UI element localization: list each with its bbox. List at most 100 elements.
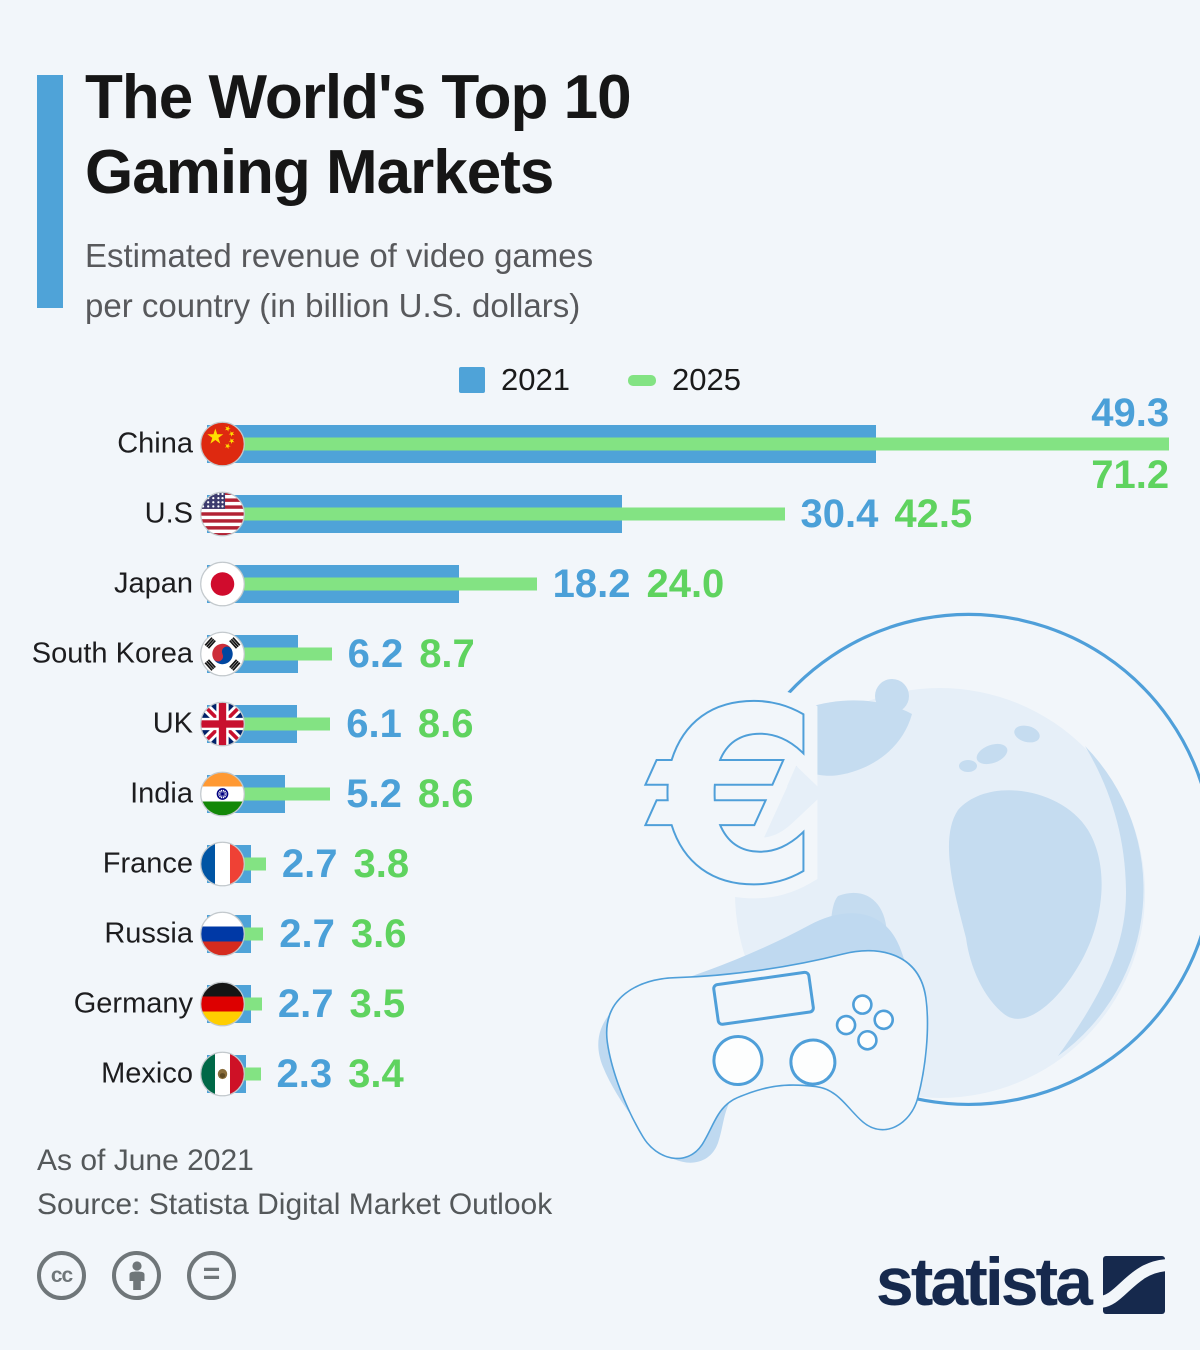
chart-row: Germany 2.7 3.5 [0,969,1200,1039]
chart-row: South Korea 6.2 8.7 [0,619,1200,689]
value-2021: 49.3 [1091,391,1170,435]
value-labels: 2.7 3.5 [278,984,405,1024]
legend-item-2021: 2021 [459,362,570,398]
bar-zone: 18.2 24.0 [200,549,1200,619]
value-2021: 5.2 [346,772,402,816]
value-labels: 30.4 42.5 [801,494,973,534]
legend-label-2025: 2025 [672,362,741,397]
bar-zone: 2.7 3.5 [200,969,1200,1039]
flag-south-korea-icon [200,631,245,677]
statista-logo-icon [1103,1256,1165,1314]
flag-france-icon [200,841,245,887]
country-label: South Korea [31,637,193,670]
country-label: U.S [144,497,193,530]
cc-glyph: cc [50,1263,73,1287]
chart-row: Mexico 2.3 3.4 [0,1039,1200,1109]
person-icon [129,1260,144,1290]
cc-icon: cc [37,1251,86,1300]
globe-gaming-illustration: € € [540,598,1200,1238]
bar-zone: 2.3 3.4 [200,1039,1200,1109]
flag-russia-icon [200,911,245,957]
value-2025: 8.7 [419,632,475,676]
value-2025: 8.6 [417,772,474,816]
chart-footnotes: As of June 2021 Source: Statista Digital… [37,1139,552,1227]
statista-wordmark: statista [875,1244,1093,1320]
value-2021: 6.1 [346,702,402,746]
country-label: China [117,427,193,460]
svg-text:€: € [647,657,819,937]
value-2025: 3.5 [349,982,406,1026]
chart-row: China 49.3 71.2 [0,393,1200,495]
chart-legend: 2021 2025 [0,362,1200,398]
subtitle-line-2: per country (in billion U.S. dollars) [85,287,581,324]
country-label: India [130,777,193,810]
legend-label-2021: 2021 [501,362,570,397]
value-labels: 5.2 8.6 [346,774,473,814]
bar-2025 [207,437,1170,451]
value-labels: 2.3 3.4 [277,1054,404,1094]
chart-row: U.S 30.4 42.5 [0,479,1200,549]
svg-text:€: € [647,657,819,937]
bar-zone: 6.1 8.6 [200,689,1200,759]
page-title: The World's Top 10 Gaming Markets [85,60,632,210]
bar-zone: 5.2 8.6 [200,759,1200,829]
subtitle-line-1: Estimated revenue of video games [85,237,594,274]
chart-row: UK 6.1 8.6 [0,689,1200,759]
flag-japan-icon [200,561,245,607]
flag-mexico-icon [200,1051,245,1097]
country-label: Germany [73,987,193,1020]
country-label: Japan [113,567,193,600]
bar-2025 [207,507,785,521]
value-labels: 6.2 8.7 [348,634,475,674]
page-subtitle: Estimated revenue of video games per cou… [85,231,593,331]
value-2021: 18.2 [552,562,631,606]
flag-india-icon [200,771,245,817]
license-icons: cc = [37,1251,236,1300]
value-labels: 6.1 8.6 [346,704,473,744]
flag-china-icon [200,421,245,467]
value-2021: 6.2 [347,632,404,676]
legend-item-2025: 2025 [628,362,741,398]
value-labels: 2.7 3.6 [279,914,406,954]
bar-chart: China 49.3 71.2 U.S 30.4 42.5 Japan [0,393,1200,1109]
bar-zone: 30.4 42.5 [200,479,1200,549]
equals-glyph: = [202,1257,221,1290]
title-line-2: Gaming Markets [85,138,554,207]
value-2021: 2.7 [279,912,335,956]
value-2021: 30.4 [800,492,879,536]
title-line-1: The World's Top 10 [85,63,632,132]
flag-uk-icon [200,701,245,747]
country-label: Mexico [101,1057,193,1090]
bar-zone: 2.7 3.6 [200,899,1200,969]
value-2021: 2.7 [281,842,338,886]
value-labels: 18.2 24.0 [553,564,725,604]
value-2025: 71.2 [1091,453,1170,497]
bar-zone: 49.3 71.2 [200,393,1200,495]
statista-branding: statista [876,1248,1165,1322]
country-label: Russia [104,917,193,950]
value-2025: 3.4 [348,1052,404,1096]
equals-icon: = [187,1251,236,1300]
value-2025: 3.8 [353,842,410,886]
value-2025: 24.0 [646,562,725,606]
value-labels: 2.7 3.8 [282,844,409,884]
chart-row: India 5.2 8.6 [0,759,1200,829]
legend-swatch-2025 [628,374,656,386]
chart-row: France 2.7 3.8 [0,829,1200,899]
title-accent-bar [37,75,63,308]
value-2025: 42.5 [894,492,973,536]
bar-zone: 6.2 8.7 [200,619,1200,689]
flag-germany-icon [200,981,245,1027]
value-2021: 2.3 [276,1052,333,1096]
country-label: France [102,847,193,880]
globe-controller-euro-icon: € € [598,612,1200,1163]
flag-us-icon [200,491,245,537]
as-of-date: As of June 2021 [37,1144,254,1177]
value-2021: 2.7 [277,982,334,1026]
attribution-icon [112,1251,161,1300]
value-2025: 8.6 [417,702,474,746]
bar-zone: 2.7 3.8 [200,829,1200,899]
country-label: UK [152,707,193,740]
chart-row: Japan 18.2 24.0 [0,549,1200,619]
